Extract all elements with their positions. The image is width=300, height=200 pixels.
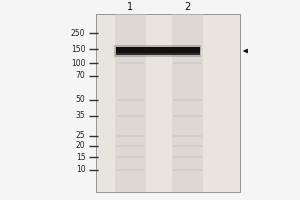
Text: 70: 70 <box>76 72 85 80</box>
Bar <box>117 169 144 171</box>
Bar <box>173 156 202 158</box>
Bar <box>173 99 202 101</box>
Text: 15: 15 <box>76 152 86 162</box>
Bar <box>96 14 240 192</box>
Bar <box>117 99 144 101</box>
Bar <box>173 145 202 147</box>
Bar <box>117 145 144 147</box>
Bar <box>173 115 202 117</box>
Bar <box>114 45 201 57</box>
Bar <box>117 62 144 64</box>
Bar <box>173 169 202 171</box>
Bar <box>115 14 146 192</box>
Bar <box>116 53 200 55</box>
Text: 100: 100 <box>71 58 85 68</box>
Text: 50: 50 <box>76 96 85 104</box>
Text: 1: 1 <box>128 2 134 12</box>
Text: 150: 150 <box>71 45 85 53</box>
Bar <box>173 62 202 64</box>
Bar <box>173 135 202 137</box>
Text: 2: 2 <box>184 2 190 12</box>
Text: 35: 35 <box>76 112 85 120</box>
Bar <box>116 47 200 55</box>
Text: 250: 250 <box>71 28 85 38</box>
Bar <box>117 156 144 158</box>
Text: 10: 10 <box>76 166 86 174</box>
Bar <box>117 115 144 117</box>
Bar <box>172 14 203 192</box>
Bar <box>117 48 144 50</box>
Bar <box>173 48 202 50</box>
Text: 20: 20 <box>76 142 86 150</box>
Bar <box>117 135 144 137</box>
Text: 25: 25 <box>76 132 86 140</box>
